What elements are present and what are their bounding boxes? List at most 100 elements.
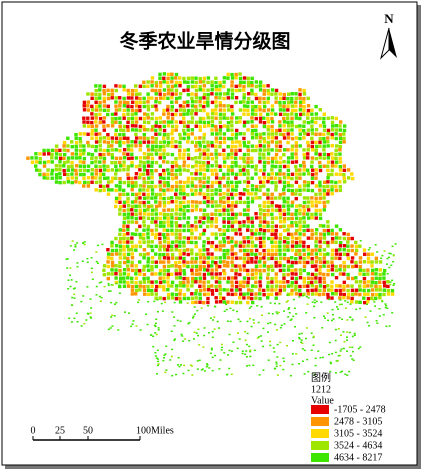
raster-cell	[270, 120, 275, 124]
raster-cell	[126, 236, 130, 241]
raster-cell	[290, 116, 294, 121]
raster-cell	[262, 172, 266, 176]
raster-speck	[189, 364, 192, 366]
raster-cell	[190, 280, 195, 284]
raster-cell	[282, 100, 286, 105]
raster-cell	[250, 300, 255, 305]
raster-cell	[286, 96, 290, 101]
raster-cell	[322, 232, 327, 237]
raster-cell	[86, 108, 91, 112]
raster-cell	[134, 208, 138, 213]
raster-cell	[202, 248, 206, 252]
raster-cell	[222, 176, 226, 180]
raster-cell	[130, 128, 135, 132]
raster-cell	[302, 108, 306, 113]
raster-speck	[307, 297, 310, 299]
raster-cell	[242, 112, 246, 116]
raster-cell	[194, 276, 198, 281]
raster-cell	[162, 208, 166, 212]
raster-cell	[318, 240, 322, 244]
raster-cell	[230, 112, 235, 116]
raster-cell	[302, 104, 306, 109]
raster-cell	[134, 128, 138, 132]
raster-cell	[306, 168, 310, 172]
raster-cell	[270, 216, 275, 220]
raster-speck	[211, 356, 214, 359]
raster-cell	[154, 216, 159, 220]
raster-cell	[246, 128, 250, 132]
raster-cell	[210, 164, 214, 168]
raster-cell	[310, 272, 315, 277]
raster-cell	[166, 88, 171, 92]
raster-cell	[198, 76, 202, 81]
raster-cell	[210, 88, 214, 92]
raster-cell	[106, 248, 110, 252]
raster-cell	[138, 136, 143, 140]
raster-cell	[214, 236, 219, 240]
raster-cell	[98, 188, 102, 193]
raster-speck	[272, 347, 275, 349]
raster-cell	[314, 128, 319, 132]
raster-speck	[230, 373, 233, 376]
raster-cell	[114, 200, 119, 204]
raster-speck	[374, 244, 377, 246]
raster-cell	[174, 240, 179, 244]
raster-cell	[242, 84, 246, 89]
raster-speck	[173, 316, 176, 318]
raster-cell	[378, 280, 382, 285]
raster-cell	[326, 268, 330, 273]
raster-cell	[178, 248, 182, 253]
raster-cell	[82, 176, 86, 180]
raster-cell	[130, 148, 134, 152]
raster-cell	[74, 164, 79, 168]
raster-cell	[210, 200, 214, 204]
raster-cell	[122, 260, 127, 265]
raster-cell	[318, 292, 322, 297]
raster-cell	[98, 156, 103, 160]
raster-speck	[138, 299, 141, 301]
raster-cell	[110, 116, 115, 121]
raster-cell	[158, 244, 163, 249]
raster-cell	[126, 120, 130, 125]
raster-cell	[190, 180, 194, 185]
raster-cell	[150, 84, 154, 88]
raster-cell	[138, 124, 143, 129]
raster-cell	[222, 196, 226, 200]
raster-cell	[146, 104, 150, 108]
raster-speck	[310, 349, 313, 352]
raster-cell	[298, 232, 302, 236]
raster-cell	[54, 172, 59, 177]
raster-cell	[230, 116, 234, 120]
raster-cell	[158, 76, 162, 80]
raster-cell	[298, 268, 302, 272]
raster-cell	[342, 168, 347, 173]
raster-cell	[190, 116, 195, 120]
raster-cell	[254, 236, 259, 241]
raster-cell	[142, 196, 147, 200]
raster-cell	[218, 260, 223, 264]
raster-cell	[130, 116, 135, 121]
raster-cell	[94, 112, 98, 117]
raster-speck	[252, 364, 255, 367]
raster-cell	[274, 272, 279, 276]
raster-cell	[266, 228, 271, 233]
raster-cell	[314, 276, 318, 280]
raster-cell	[162, 240, 167, 244]
raster-cell	[122, 200, 127, 204]
raster-cell	[210, 132, 214, 136]
raster-speck	[153, 324, 156, 327]
raster-cell	[202, 180, 206, 185]
raster-cell	[338, 132, 342, 137]
raster-speck	[313, 299, 316, 301]
raster-cell	[82, 120, 86, 124]
raster-cell	[138, 192, 142, 196]
raster-cell	[282, 132, 286, 137]
raster-cell	[118, 100, 122, 104]
raster-speck	[348, 370, 351, 373]
raster-speck	[69, 245, 72, 247]
raster-cell	[154, 116, 159, 121]
raster-cell	[206, 296, 210, 301]
raster-cell	[178, 84, 182, 88]
raster-cell	[258, 284, 263, 288]
raster-cell	[318, 188, 322, 192]
